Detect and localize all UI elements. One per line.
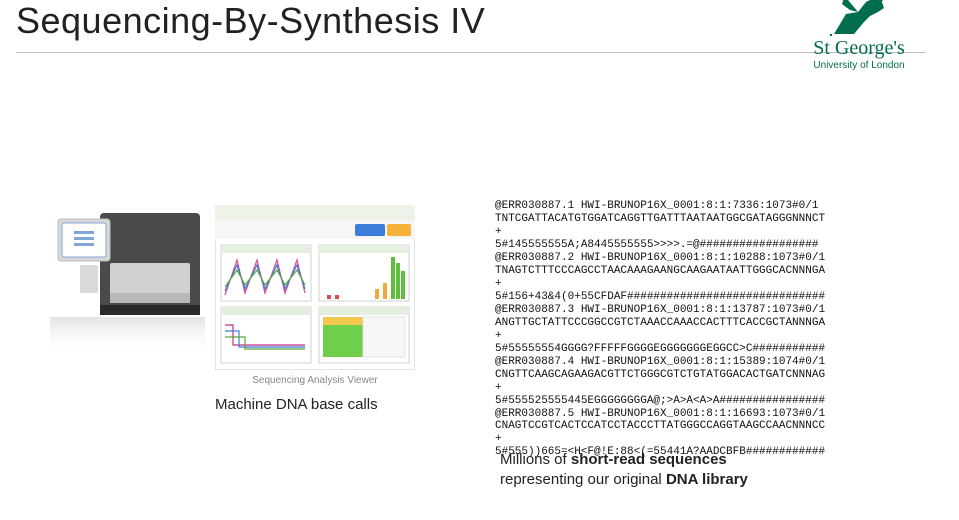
slide-title: Sequencing-By-Synthesis IV (16, 0, 485, 42)
viewer-caption: Sequencing Analysis Viewer (215, 375, 415, 386)
logo-subtitle: University of London (779, 60, 939, 71)
university-logo: St George's University of London (779, 0, 939, 71)
fastq-output: @ERR030887.1 HWI-BRUNOP16X_0001:8:1:7336… (495, 200, 925, 459)
right-caption: Millions of short-read sequences represe… (500, 450, 800, 491)
logo-name: St George's (779, 38, 939, 58)
sequencer-machine-image (50, 205, 205, 340)
rc-pre: Millions of (500, 451, 571, 468)
stgeorges-dragon-icon (824, 0, 894, 36)
slide: Sequencing-By-Synthesis IV St George's U… (0, 0, 959, 520)
analysis-viewer-image (215, 205, 415, 370)
rc-b1: short-read sequences (571, 451, 727, 468)
left-caption: Machine DNA base calls (215, 395, 395, 415)
rc-mid: representing our original (500, 471, 666, 488)
rc-b2: DNA library (666, 471, 748, 488)
